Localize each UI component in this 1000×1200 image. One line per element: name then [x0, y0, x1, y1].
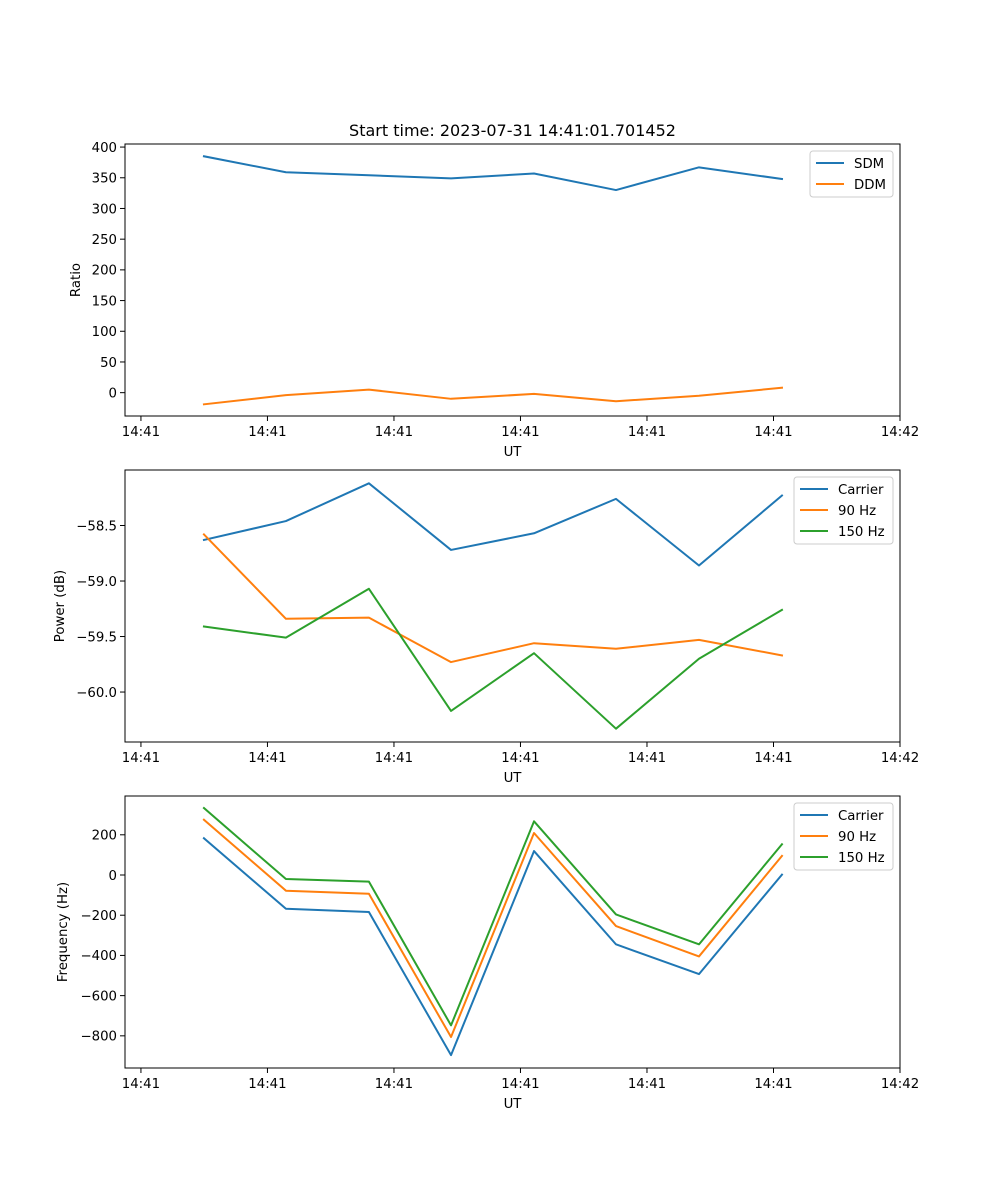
ratio-panel: 14:41 14:41 14:41 14:41 14:41 14:41 14:42 0 50 10… [69, 141, 919, 460]
y-tick-label: −400 [80, 949, 117, 964]
y-tick-label: 400 [92, 141, 117, 156]
y-tick-label: 100 [92, 325, 117, 340]
series-line-90-hz [202, 818, 784, 1039]
x-tick-label: 14:41 [122, 425, 160, 440]
legend-label-sdm: SDM [854, 157, 884, 172]
y-tick-label: −58.5 [76, 519, 117, 534]
series-line-150-hz [202, 587, 784, 730]
x-tick-label: 14:41 [628, 751, 666, 766]
y-tick-label: 350 [92, 172, 117, 187]
series-line-90-hz [202, 532, 784, 664]
y-tick-label: −59.0 [76, 575, 117, 590]
y-axis-label: Power (dB) [53, 570, 68, 642]
legend-label-carrier: Carrier [838, 483, 884, 498]
power-panel: 14:41 14:41 14:41 14:41 14:41 14:41 14:42 −58.5… [53, 469, 919, 786]
legend-box [793, 802, 894, 871]
y-tick-label: 150 [92, 294, 117, 309]
axes-frame [124, 469, 901, 743]
legend-label-90-hz: 90 Hz [838, 504, 876, 519]
x-tick-label: 14:41 [628, 1077, 666, 1092]
x-tick-label: 14:41 [501, 1077, 539, 1092]
y-tick-label: 200 [92, 829, 117, 844]
y-axis-label: Frequency (Hz) [56, 882, 71, 982]
y-tick-label: 0 [109, 386, 117, 401]
series-line-carrier [202, 482, 784, 567]
frequency-panel: 14:41 14:41 14:41 14:41 14:41 14:41 14:42 200 0 −… [56, 795, 919, 1112]
x-axis-label: UT [504, 445, 523, 460]
legend-label-150-hz: 150 Hz [838, 851, 885, 866]
legend-label-ddm: DDM [854, 178, 886, 193]
y-tick-label: 250 [92, 233, 117, 248]
series-line-150-hz [202, 806, 784, 1027]
x-tick-label: 14:41 [375, 751, 413, 766]
y-tick-label: 200 [92, 264, 117, 279]
x-tick-label: 14:41 [754, 751, 792, 766]
y-tick-label: 300 [92, 202, 117, 217]
y-tick-label: −800 [80, 1030, 117, 1045]
figure-title: Start time: 2023-07-31 14:41:01.701452 [349, 121, 676, 140]
y-tick-label: −200 [80, 909, 117, 924]
x-tick-label: 14:41 [122, 751, 160, 766]
y-tick-label: −60.0 [76, 686, 117, 701]
x-tick-label: 14:41 [248, 751, 286, 766]
legend: Carrier 90 Hz 150 Hz [793, 802, 894, 871]
y-axis-label: Ratio [69, 263, 84, 297]
x-tick-label: 14:42 [881, 1077, 919, 1092]
x-tick-label: 14:41 [122, 1077, 160, 1092]
legend-box [793, 476, 894, 545]
series-line-sdm [202, 155, 784, 192]
legend: Carrier 90 Hz 150 Hz [793, 476, 894, 545]
legend-label-150-hz: 150 Hz [838, 525, 885, 540]
x-axis-label: UT [504, 1097, 523, 1112]
axes-frame [124, 143, 901, 417]
y-tick-label: 0 [109, 869, 117, 884]
x-tick-label: 14:41 [754, 1077, 792, 1092]
y-tick-label: 50 [100, 356, 117, 371]
series-line-ddm [202, 386, 784, 406]
x-tick-label: 14:41 [501, 425, 539, 440]
y-tick-label: −59.5 [76, 630, 117, 645]
x-tick-label: 14:42 [881, 425, 919, 440]
x-tick-label: 14:41 [628, 425, 666, 440]
x-tick-label: 14:41 [754, 425, 792, 440]
x-tick-label: 14:41 [248, 425, 286, 440]
legend-label-90-hz: 90 Hz [838, 830, 876, 845]
legend-label-carrier: Carrier [838, 809, 884, 824]
series-line-carrier [202, 836, 784, 1057]
x-tick-label: 14:41 [501, 751, 539, 766]
x-tick-label: 14:41 [375, 1077, 413, 1092]
y-tick-label: −600 [80, 989, 117, 1004]
x-tick-label: 14:42 [881, 751, 919, 766]
axes-frame [124, 795, 901, 1069]
x-tick-label: 14:41 [375, 425, 413, 440]
x-tick-label: 14:41 [248, 1077, 286, 1092]
legend: SDM DDM [809, 150, 894, 198]
x-axis-label: UT [504, 771, 523, 786]
